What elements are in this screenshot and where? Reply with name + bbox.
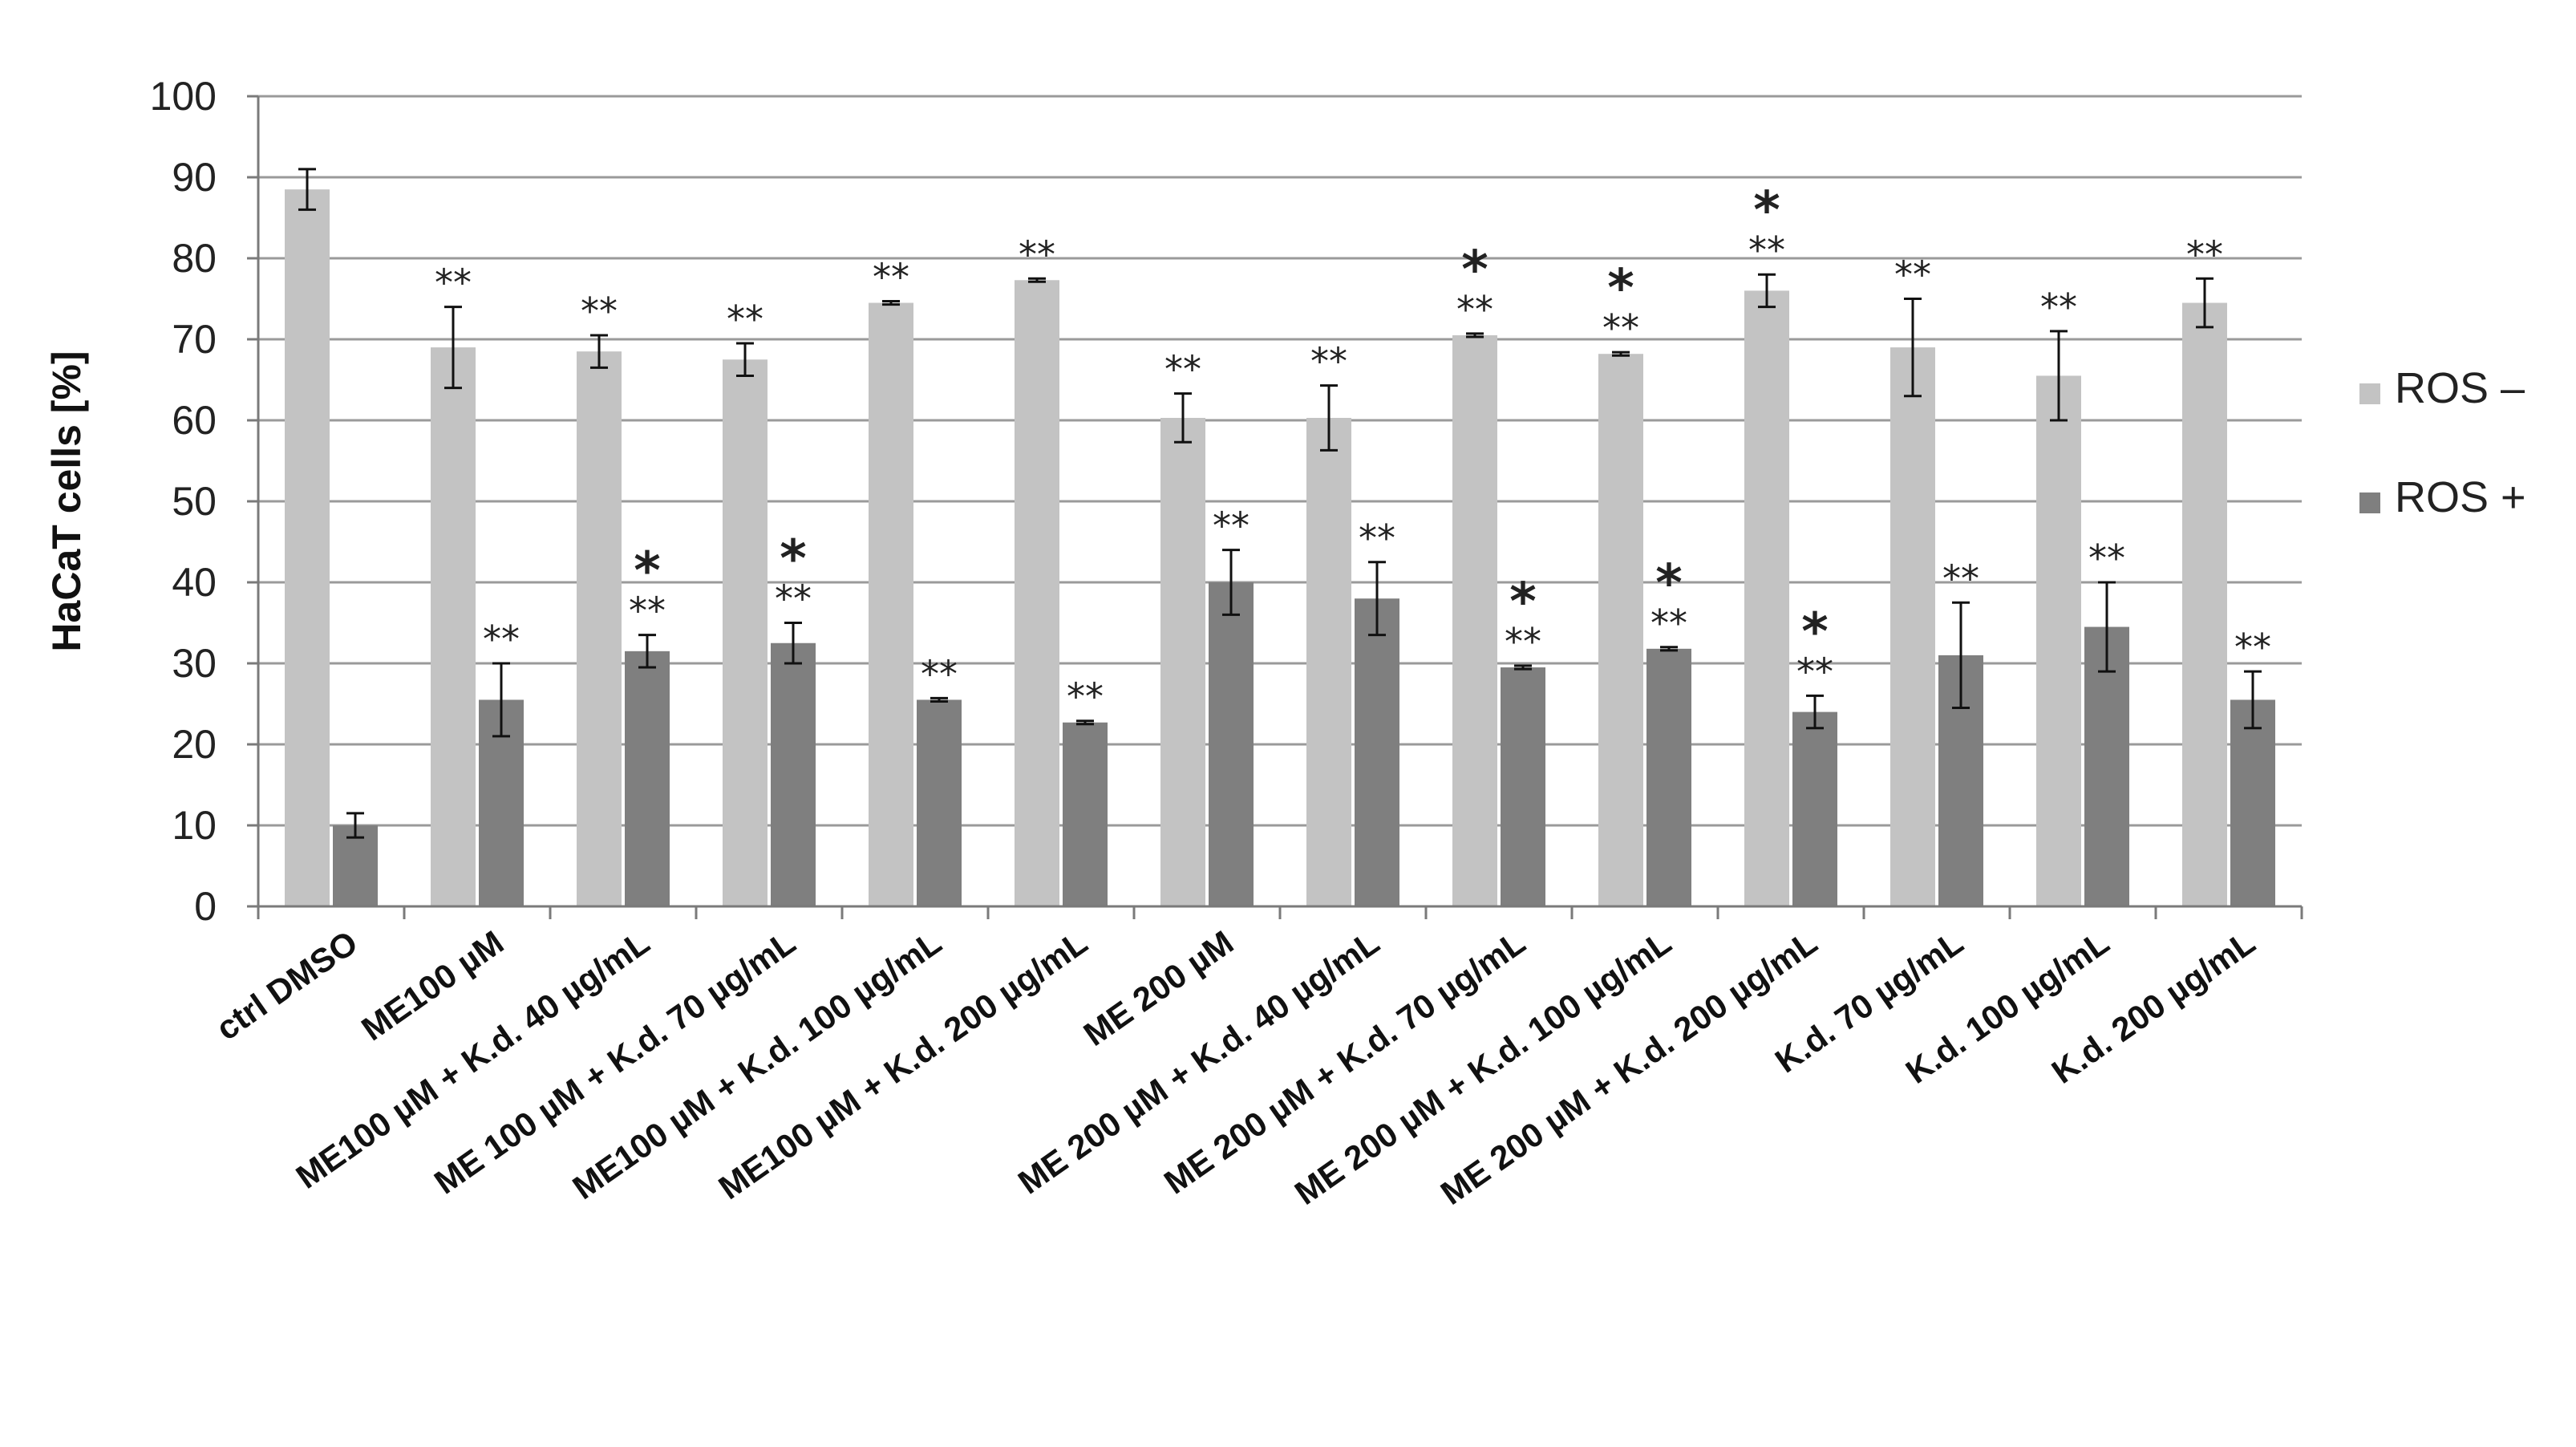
bar-ros-minus xyxy=(1306,417,1351,906)
significance-double-star: ** xyxy=(775,578,812,621)
significance-star: * xyxy=(1461,241,1488,300)
y-axis-title: HaCaT cells [%] xyxy=(44,351,89,651)
bar-ros-plus xyxy=(1209,582,1254,906)
y-tick-label: 10 xyxy=(172,803,217,848)
bar-ros-minus xyxy=(285,189,330,906)
significance-double-star: ** xyxy=(1505,620,1541,663)
bar-ros-plus xyxy=(1501,667,1545,906)
significance-star: * xyxy=(1607,259,1634,318)
bar-ros-plus xyxy=(333,825,378,906)
significance-double-star: ** xyxy=(1651,602,1687,645)
y-tick-labels: 0 10 20 30 40 50 60 70 80 90 100 xyxy=(150,74,217,929)
legend: ROS – ROS + xyxy=(2359,364,2526,521)
bar-ros-minus xyxy=(2036,375,2081,906)
significance-double-star: ** xyxy=(483,618,520,661)
bar-ros-minus xyxy=(1744,290,1789,906)
significance-double-star: ** xyxy=(1164,348,1201,391)
significance-double-star: ** xyxy=(1748,229,1785,272)
legend-label: ROS – xyxy=(2395,364,2525,412)
legend-swatch xyxy=(2359,383,2380,404)
bar-ros-minus xyxy=(1452,334,1497,906)
significance-markers: **** ******** ********************** ******… xyxy=(435,181,2271,719)
bar-ros-plus xyxy=(771,642,816,906)
bar-ros-minus xyxy=(431,347,476,907)
significance-double-star: ** xyxy=(435,261,472,305)
bar-ros-plus xyxy=(1355,598,1399,906)
significance-double-star: ** xyxy=(873,256,909,299)
bar-ros-plus xyxy=(2230,699,2275,906)
significance-double-star: ** xyxy=(727,298,763,341)
significance-double-star: ** xyxy=(581,290,618,333)
significance-double-star: ** xyxy=(1310,340,1347,383)
bar-ros-plus xyxy=(1792,711,1837,906)
bar-ros-plus xyxy=(2084,626,2129,906)
bar-ros-minus xyxy=(1160,417,1205,906)
significance-double-star: ** xyxy=(2040,286,2077,329)
significance-double-star: ** xyxy=(1796,650,1833,693)
axes xyxy=(247,95,2303,919)
x-tick-label: ctrl DMSO xyxy=(209,923,364,1048)
significance-star: * xyxy=(1753,181,1780,241)
y-tick-label: 0 xyxy=(194,884,217,929)
significance-double-star: ** xyxy=(2088,537,2125,580)
legend-label: ROS + xyxy=(2395,473,2526,521)
bar-ros-plus xyxy=(1646,648,1691,906)
y-tick-label: 50 xyxy=(172,479,217,524)
bar-ros-minus xyxy=(1598,354,1643,906)
bar-ros-minus xyxy=(1890,347,1935,907)
y-tick-label: 20 xyxy=(172,722,217,767)
error-bars xyxy=(298,168,2262,839)
y-tick-label: 40 xyxy=(172,560,217,605)
significance-star: * xyxy=(1801,602,1828,662)
significance-star: * xyxy=(1509,573,1536,632)
bar-ros-minus xyxy=(869,302,913,906)
bar-ros-plus xyxy=(625,651,670,906)
significance-double-star: ** xyxy=(921,652,958,695)
y-tick-label: 80 xyxy=(172,236,217,281)
significance-double-star: ** xyxy=(1067,675,1104,719)
bar-ros-plus xyxy=(917,699,962,906)
significance-double-star: ** xyxy=(1359,517,1395,560)
y-tick-label: 90 xyxy=(172,155,217,200)
significance-double-star: ** xyxy=(1602,306,1639,350)
bar-ros-minus xyxy=(577,351,622,906)
legend-swatch xyxy=(2359,492,2380,513)
gridlines xyxy=(258,95,2302,827)
significance-star: * xyxy=(780,530,806,590)
y-tick-label: 30 xyxy=(172,641,217,686)
bar-ros-minus xyxy=(1015,280,1059,906)
bar-ros-plus xyxy=(1063,722,1108,906)
bar-ros-minus xyxy=(2182,302,2227,906)
significance-double-star: ** xyxy=(1894,253,1931,297)
y-tick-label: 70 xyxy=(172,317,217,362)
bars xyxy=(285,189,2275,907)
significance-star: * xyxy=(634,542,660,602)
bar-ros-minus xyxy=(723,359,768,906)
significance-star: * xyxy=(1655,554,1682,614)
significance-double-star: ** xyxy=(1942,557,1979,600)
significance-double-star: ** xyxy=(1019,233,1055,276)
significance-double-star: ** xyxy=(1213,505,1250,548)
y-tick-label: 60 xyxy=(172,398,217,443)
significance-double-star: ** xyxy=(629,590,666,633)
y-tick-label: 100 xyxy=(150,74,217,119)
significance-double-star: ** xyxy=(2234,626,2271,669)
significance-double-star: ** xyxy=(1456,288,1493,331)
significance-double-star: ** xyxy=(2186,233,2223,276)
